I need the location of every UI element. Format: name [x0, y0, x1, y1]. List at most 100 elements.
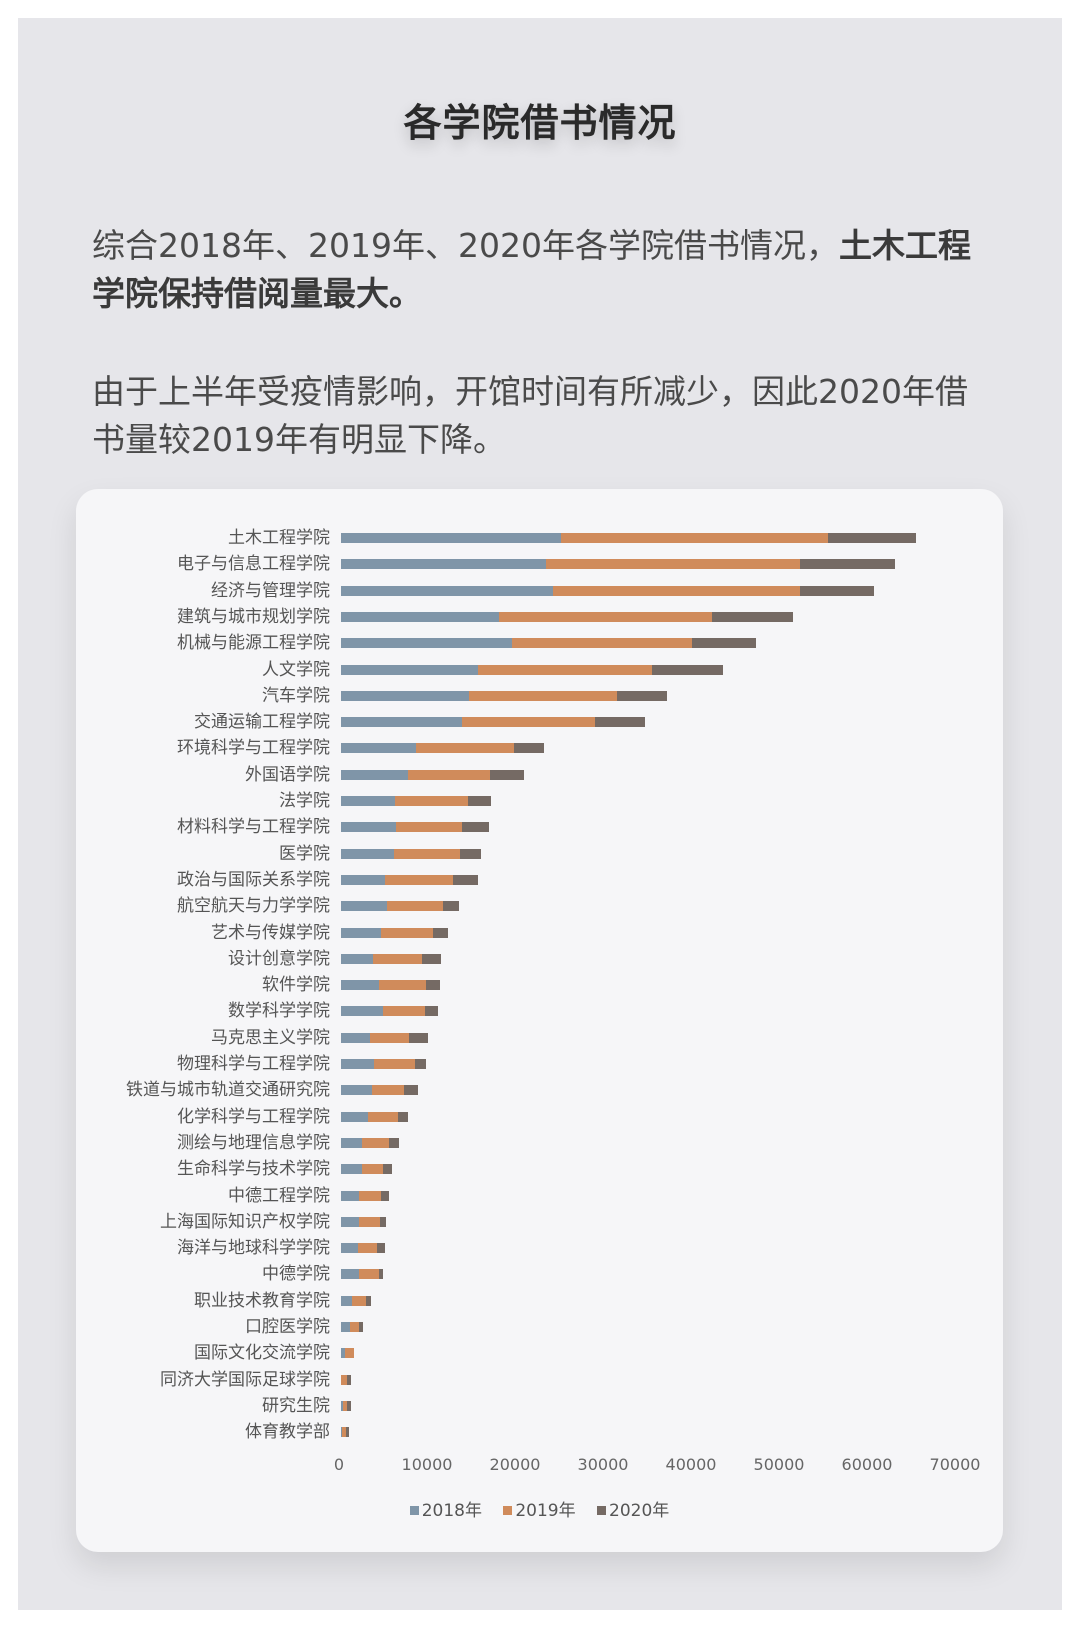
bar-segment-2019年: [358, 1216, 380, 1227]
bar-segment-2018年: [341, 901, 387, 912]
bar-segment-2020年: [443, 901, 459, 912]
chart-card: 土木工程学院 电子与信息工程学院经济与管理学院建筑与城市规划学院 机械与能源工程学院…: [76, 489, 1003, 1552]
summary-paragraph-1: 综合2018年、2019年、2020年各学院借书情况，土木工程学院保持借阅量最大…: [92, 222, 992, 318]
bar-segment-2018年: [341, 848, 394, 859]
category-label: 机械与能源工程学院: [177, 633, 330, 654]
category-label: 海洋与地球科学学院: [177, 1238, 330, 1259]
x-tick-label: 70000: [929, 1455, 981, 1474]
summary-paragraph-2: 由于上半年受疫情影响，开馆时间有所减少，因此2020年借书量较2019年有明显下…: [92, 372, 968, 459]
bar-segment-2019年: [396, 822, 463, 833]
bar-segment-2019年: [468, 690, 618, 701]
bar-segment-2020年: [712, 611, 794, 622]
bar-segment-2019年: [358, 1269, 379, 1280]
category-label: 建筑与城市规划学院: [177, 606, 330, 627]
category-label: 物理科学与工程学院: [177, 1054, 330, 1074]
bar-segment-2020年: [381, 1190, 389, 1201]
bar-segment-2020年: [347, 1400, 351, 1411]
category-label: 外国语学院: [245, 764, 330, 785]
bar-row: 职业技术教育学院: [76, 1288, 1003, 1314]
bar-segment-2020年: [800, 585, 875, 596]
legend-swatch-2019: [503, 1506, 513, 1515]
bar-row: 经济与管理学院: [76, 578, 1003, 604]
bar-segment-2019年: [546, 559, 801, 570]
bar-segment-2019年: [341, 1374, 348, 1385]
category-label: 生命科学与技术学院: [177, 1159, 330, 1180]
category-label: 国际文化交流学院: [194, 1343, 330, 1364]
bar-row: 化学科学与工程学院: [76, 1104, 1003, 1130]
bar-segment-2020年: [462, 822, 489, 833]
bar-segment-2020年: [800, 559, 895, 570]
x-tick-label: 40000: [665, 1455, 717, 1474]
bar-segment-2018年: [341, 953, 373, 964]
category-label: 体育教学部: [245, 1422, 330, 1443]
category-label: 职业技术教育学院: [194, 1290, 330, 1311]
bar-segment-2018年: [341, 717, 462, 728]
bar-segment-2019年: [386, 901, 444, 912]
bar-row: 土木工程学院: [76, 525, 1003, 551]
bar-segment-2020年: [595, 717, 645, 728]
bar-segment-2018年: [341, 1032, 371, 1043]
bar-segment-2019年: [371, 1085, 405, 1096]
bar-segment-2019年: [415, 743, 515, 754]
bar-segment-2019年: [341, 1427, 347, 1438]
bar-segment-2019年: [511, 638, 693, 649]
bar-segment-2019年: [362, 1137, 390, 1148]
bar-segment-2019年: [357, 1243, 378, 1254]
category-label: 铁道与城市轨道交通研究院: [126, 1080, 330, 1101]
bar-segment-2020年: [365, 1295, 371, 1306]
category-label: 经济与管理学院: [211, 580, 330, 601]
bar-segment-2020年: [459, 848, 481, 859]
bar-segment-2020年: [514, 743, 545, 754]
legend-item-2019: 2019年: [503, 1501, 576, 1521]
bar-segment-2018年: [341, 1190, 359, 1201]
x-tick-label: 0: [333, 1455, 345, 1474]
x-tick-label: 60000: [841, 1455, 893, 1474]
bar-row: 电子与信息工程学院: [76, 551, 1003, 577]
bar-row: 法学院: [76, 788, 1003, 814]
bar-segment-2020年: [432, 927, 449, 938]
bar-segment-2019年: [393, 848, 460, 859]
bar-segment-2019年: [362, 1164, 384, 1175]
bar-row: 上海国际知识产权学院: [76, 1209, 1003, 1235]
bar-row: 数学科学学院: [76, 998, 1003, 1024]
bar-segment-2019年: [383, 1006, 425, 1017]
x-tick-label: 50000: [753, 1455, 805, 1474]
category-label: 同济大学国际足球学院: [160, 1369, 330, 1390]
bar-segment-2018年: [341, 1164, 363, 1175]
bar-segment-2018年: [341, 927, 381, 938]
bar-segment-2019年: [553, 585, 801, 596]
bar-segment-2020年: [377, 1243, 385, 1254]
bar-row: 研究生院: [76, 1393, 1003, 1419]
bar-segment-2018年: [341, 1322, 350, 1332]
bar-row: 交通运输工程学院: [76, 709, 1003, 735]
bar-row: 环境科学与工程学院: [76, 735, 1003, 761]
bar-row: 马克思主义学院: [76, 1025, 1003, 1051]
bar-segment-2019年: [498, 611, 713, 622]
bar-row: 设计创意学院: [76, 946, 1003, 972]
bar-row: 体育教学部: [76, 1419, 1003, 1445]
x-tick-label: 20000: [489, 1455, 541, 1474]
category-label: 汽车学院: [262, 685, 330, 706]
bar-row: 物理科学与工程学院: [76, 1051, 1003, 1077]
bar-segment-2020年: [408, 1032, 429, 1043]
bar-segment-2018年: [341, 1085, 372, 1096]
bar-segment-2018年: [341, 1006, 384, 1017]
bar-segment-2018年: [341, 1216, 359, 1227]
bar-segment-2020年: [346, 1427, 349, 1438]
bar-row: 外国语学院: [76, 762, 1003, 788]
bar-row: 生命科学与技术学院: [76, 1156, 1003, 1182]
category-label: 艺术与传媒学院: [211, 922, 330, 943]
bar-segment-2018年: [341, 822, 397, 833]
bar-segment-2018年: [341, 690, 469, 701]
bar-segment-2020年: [398, 1111, 408, 1122]
bar-row: 软件学院: [76, 972, 1003, 998]
bar-segment-2018年: [341, 1111, 369, 1122]
bar-segment-2019年: [407, 769, 490, 780]
bar-segment-2018年: [341, 559, 547, 570]
bar-row: 测绘与地理信息学院: [76, 1130, 1003, 1156]
bar-segment-2020年: [421, 953, 442, 964]
bar-segment-2019年: [349, 1322, 359, 1332]
bar-segment-2020年: [452, 874, 479, 885]
bar-segment-2019年: [378, 980, 427, 991]
bar-segment-2019年: [345, 1348, 355, 1359]
